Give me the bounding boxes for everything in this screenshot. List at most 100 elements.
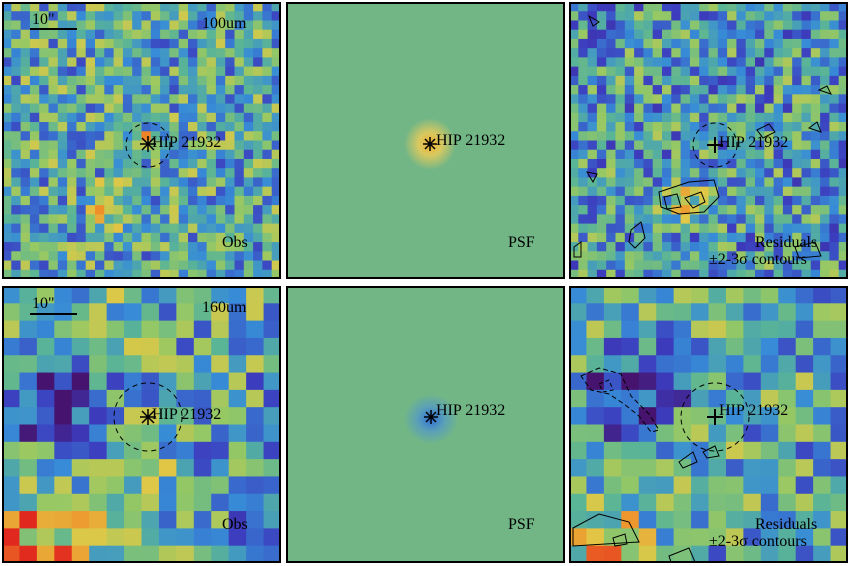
map-pixel [792, 11, 803, 22]
map-pixel [801, 122, 812, 132]
map-pixel [211, 441, 230, 460]
map-pixel [67, 260, 77, 271]
map-pixel [67, 85, 77, 95]
map-pixel [89, 320, 108, 339]
map-pixel [29, 2, 40, 12]
map-pixel [745, 260, 756, 271]
map-pixel [95, 214, 105, 225]
map-pixel [29, 66, 40, 77]
map-pixel [810, 122, 821, 132]
map-pixel [197, 242, 208, 252]
map-pixel [727, 260, 737, 271]
panel-caption-2: ±2-3σ contours [709, 251, 807, 268]
map-pixel [271, 232, 281, 243]
map-pixel [810, 205, 821, 215]
map-pixel [104, 186, 115, 197]
map-pixel [643, 103, 654, 114]
map-pixel [624, 223, 635, 234]
map-pixel [830, 459, 848, 478]
map-pixel [71, 337, 90, 356]
map-pixel [271, 2, 281, 12]
panel-caption-2: ±2-3σ contours [709, 533, 807, 550]
map-pixel [2, 459, 21, 478]
map-pixel [176, 441, 195, 460]
map-pixel [271, 85, 281, 95]
map-pixel [671, 205, 682, 215]
map-pixel [587, 251, 598, 262]
map-pixel [795, 337, 814, 356]
map-pixel [228, 528, 247, 547]
map-pixel [680, 223, 691, 234]
map-pixel [104, 168, 115, 179]
map-pixel [743, 320, 762, 339]
map-pixel [736, 38, 747, 49]
map-pixel [671, 158, 682, 169]
map-pixel [234, 242, 245, 252]
map-pixel [228, 286, 247, 304]
map-pixel [689, 2, 700, 12]
map-pixel [634, 66, 644, 77]
map-pixel [778, 407, 797, 426]
map-pixel [820, 232, 830, 243]
map-pixel [680, 94, 691, 105]
map-pixel [795, 424, 814, 443]
map-pixel [39, 2, 50, 12]
map-pixel [263, 459, 281, 478]
map-pixel [689, 269, 700, 279]
map-pixel [20, 140, 31, 151]
map-pixel [778, 286, 797, 304]
map-pixel [197, 75, 208, 86]
map-pixel [755, 57, 765, 68]
map-pixel [596, 168, 607, 179]
map-pixel [745, 20, 756, 31]
map-pixel [792, 242, 803, 252]
map-pixel [624, 242, 635, 252]
map-pixel [178, 48, 189, 58]
map-pixel [578, 269, 589, 279]
map-pixel [829, 11, 840, 22]
map-pixel [743, 303, 762, 322]
map-pixel [188, 11, 198, 22]
map-pixel [708, 251, 719, 262]
map-pixel [643, 168, 654, 179]
contours [573, 14, 832, 259]
map-pixel [20, 223, 31, 234]
map-pixel [795, 407, 814, 426]
map-pixel [578, 48, 589, 58]
map-pixel [124, 320, 143, 339]
map-pixel [764, 223, 775, 234]
map-pixel [727, 11, 737, 22]
map-pixel [39, 94, 50, 105]
map-pixel [197, 195, 208, 206]
map-pixel [587, 112, 598, 123]
map-pixel [578, 11, 589, 22]
map-pixel [2, 168, 12, 179]
map-pixel [743, 389, 762, 408]
map-pixel [603, 355, 622, 374]
map-pixel [197, 94, 208, 105]
map-pixel [603, 545, 622, 563]
map-pixel [67, 223, 77, 234]
map-pixel [782, 2, 793, 12]
map-pixel [271, 57, 281, 68]
map-pixel [188, 269, 198, 279]
map-pixel [169, 186, 180, 197]
map-pixel [736, 85, 747, 95]
map-pixel [122, 103, 133, 114]
map-pixel [662, 131, 672, 142]
map-pixel [755, 260, 765, 271]
map-pixel [810, 112, 821, 123]
map-pixel [689, 186, 700, 197]
map-pixel [197, 223, 208, 234]
map-pixel [122, 251, 133, 262]
map-pixel [569, 424, 588, 443]
map-pixel [19, 545, 38, 563]
map-pixel [634, 11, 644, 22]
map-pixel [215, 251, 226, 262]
map-pixel [624, 2, 635, 12]
map-pixel [132, 103, 143, 114]
map-pixel [708, 94, 719, 105]
map-pixel [160, 38, 170, 49]
map-pixel [673, 476, 692, 495]
map-pixel [271, 103, 281, 114]
